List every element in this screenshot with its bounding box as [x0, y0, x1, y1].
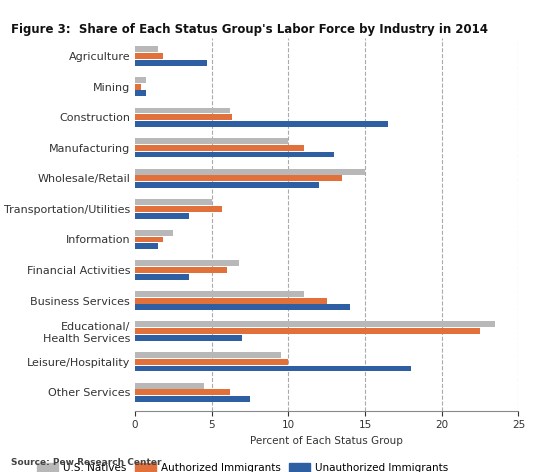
Bar — [135, 182, 319, 188]
Bar — [135, 230, 173, 236]
Bar — [135, 169, 365, 175]
Legend: U.S. Natives, Authorized Immigrants, Unauthorized Immigrants: U.S. Natives, Authorized Immigrants, Una… — [33, 459, 453, 472]
Text: Source: Pew Research Center: Source: Pew Research Center — [11, 458, 161, 467]
Bar — [135, 108, 230, 113]
Bar — [135, 291, 303, 297]
Bar — [135, 60, 207, 66]
Bar — [135, 321, 495, 328]
Bar — [135, 365, 411, 371]
Bar — [135, 199, 212, 205]
X-axis label: Percent of Each Status Group: Percent of Each Status Group — [250, 436, 403, 446]
Bar — [135, 261, 239, 266]
Bar — [135, 389, 230, 395]
Bar — [135, 152, 334, 158]
Bar — [135, 298, 327, 303]
Bar — [135, 328, 480, 334]
Bar — [135, 114, 232, 120]
Bar — [135, 274, 188, 280]
Bar — [135, 267, 227, 273]
Bar — [135, 46, 158, 52]
Bar — [135, 138, 288, 144]
Text: Figure 3:  Share of Each Status Group's Labor Force by Industry in 2014: Figure 3: Share of Each Status Group's L… — [11, 23, 488, 36]
Bar — [135, 91, 146, 96]
Bar — [135, 213, 188, 219]
Bar — [135, 352, 281, 358]
Bar — [135, 84, 141, 90]
Bar — [135, 359, 288, 365]
Bar — [135, 206, 222, 212]
Bar — [135, 383, 204, 388]
Bar — [135, 236, 163, 243]
Bar — [135, 396, 250, 402]
Bar — [135, 121, 388, 127]
Bar — [135, 77, 146, 83]
Bar — [135, 304, 350, 310]
Bar — [135, 243, 158, 249]
Bar — [135, 145, 303, 151]
Bar — [135, 176, 342, 181]
Bar — [135, 53, 163, 59]
Bar — [135, 335, 242, 341]
